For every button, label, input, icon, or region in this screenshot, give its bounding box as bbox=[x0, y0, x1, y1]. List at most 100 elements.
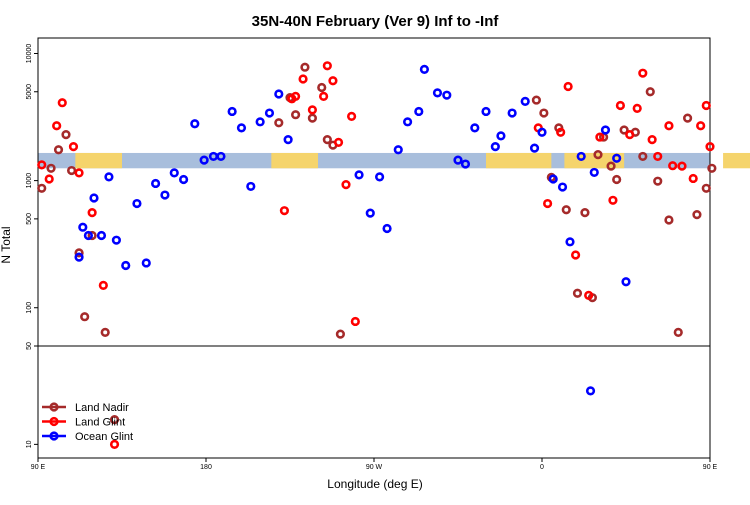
data-point bbox=[66, 165, 77, 176]
data-point bbox=[653, 151, 663, 162]
data-point bbox=[274, 89, 284, 99]
data-point bbox=[37, 160, 47, 170]
data-point bbox=[612, 153, 622, 163]
data-point bbox=[341, 180, 351, 190]
legend-marker bbox=[49, 431, 59, 441]
data-point bbox=[481, 106, 491, 117]
data-point bbox=[548, 174, 558, 184]
y-axis-label: N Total bbox=[0, 226, 13, 263]
data-point bbox=[151, 178, 161, 189]
data-point bbox=[453, 155, 463, 165]
data-point bbox=[347, 111, 357, 121]
data-point bbox=[496, 131, 506, 141]
data-point bbox=[274, 118, 284, 128]
data-point bbox=[132, 198, 142, 209]
data-point bbox=[68, 142, 79, 152]
data-point bbox=[109, 414, 120, 425]
data-point bbox=[328, 76, 338, 86]
data-point bbox=[490, 142, 500, 152]
data-point bbox=[190, 119, 200, 129]
data-point bbox=[78, 222, 88, 232]
data-point bbox=[375, 172, 385, 182]
map-land-band bbox=[486, 152, 552, 169]
data-point bbox=[393, 145, 403, 155]
data-point bbox=[600, 125, 611, 135]
x-tick-label: 90 E bbox=[31, 464, 46, 471]
data-point bbox=[507, 108, 517, 118]
data-point bbox=[319, 91, 329, 101]
data-point bbox=[199, 155, 209, 165]
data-point bbox=[572, 288, 583, 298]
data-point bbox=[638, 151, 648, 162]
data-point bbox=[668, 161, 678, 171]
data-point bbox=[593, 150, 603, 160]
data-point bbox=[442, 90, 452, 100]
data-point bbox=[160, 190, 170, 200]
y-tick-label: 5000 bbox=[26, 84, 33, 100]
data-point bbox=[701, 100, 711, 111]
data-point bbox=[87, 230, 97, 241]
chart-title: 35N-40N February (Ver 9) Inf to -Inf bbox=[252, 13, 500, 30]
data-point bbox=[647, 135, 657, 145]
data-point bbox=[46, 163, 56, 173]
data-point bbox=[264, 108, 275, 118]
data-point bbox=[557, 182, 568, 192]
data-point bbox=[529, 143, 540, 153]
data-point bbox=[179, 174, 189, 185]
legend-label: Ocean Glint bbox=[75, 431, 133, 443]
data-point bbox=[322, 61, 332, 71]
data-point bbox=[236, 123, 247, 133]
data-point bbox=[255, 117, 265, 127]
data-point bbox=[537, 127, 547, 137]
x-tick-label: 90 E bbox=[703, 464, 718, 471]
x-tick-label: 0 bbox=[540, 464, 544, 471]
data-point bbox=[74, 252, 84, 262]
data-point bbox=[608, 195, 618, 205]
plot-border bbox=[37, 37, 711, 459]
y-tick-label: 500 bbox=[26, 213, 33, 225]
data-points bbox=[37, 61, 717, 449]
data-point bbox=[335, 329, 346, 339]
data-point bbox=[87, 208, 97, 218]
map-land-band bbox=[75, 152, 122, 169]
data-point bbox=[612, 174, 622, 185]
data-point bbox=[121, 260, 131, 271]
series-ocean-glint bbox=[74, 64, 631, 396]
data-point bbox=[111, 235, 121, 245]
data-point bbox=[531, 95, 542, 105]
legend-label: Land Glint bbox=[75, 417, 125, 429]
data-point bbox=[563, 81, 573, 92]
data-point bbox=[291, 91, 301, 101]
map-land-band bbox=[723, 152, 750, 169]
data-point bbox=[307, 105, 318, 115]
data-point bbox=[561, 205, 571, 215]
legend: Land Nadir Land Glint Ocean Glint bbox=[42, 402, 133, 443]
data-point bbox=[707, 163, 717, 173]
y-tick-label: 100 bbox=[26, 302, 33, 314]
data-point bbox=[539, 108, 549, 118]
data-point bbox=[98, 280, 108, 290]
y-tick-label: 10 bbox=[26, 440, 33, 448]
data-point bbox=[246, 181, 256, 192]
legend-label: Land Nadir bbox=[75, 402, 129, 414]
x-axis-label: Longitude (deg E) bbox=[327, 477, 422, 491]
x-tick-label: 90 W bbox=[366, 464, 383, 471]
data-point bbox=[83, 230, 93, 241]
data-point bbox=[696, 121, 706, 131]
data-point bbox=[470, 123, 480, 133]
data-point bbox=[141, 258, 151, 268]
series-land-glint bbox=[37, 61, 715, 449]
data-point bbox=[61, 130, 71, 140]
data-point bbox=[542, 198, 553, 209]
data-point bbox=[692, 210, 702, 220]
data-point bbox=[570, 250, 581, 260]
data-point bbox=[44, 174, 54, 184]
data-point bbox=[645, 87, 655, 97]
data-point bbox=[227, 106, 237, 117]
data-point bbox=[80, 312, 90, 322]
data-point bbox=[460, 159, 471, 169]
data-point bbox=[705, 142, 715, 152]
data-point bbox=[701, 183, 711, 193]
data-point bbox=[589, 167, 599, 178]
